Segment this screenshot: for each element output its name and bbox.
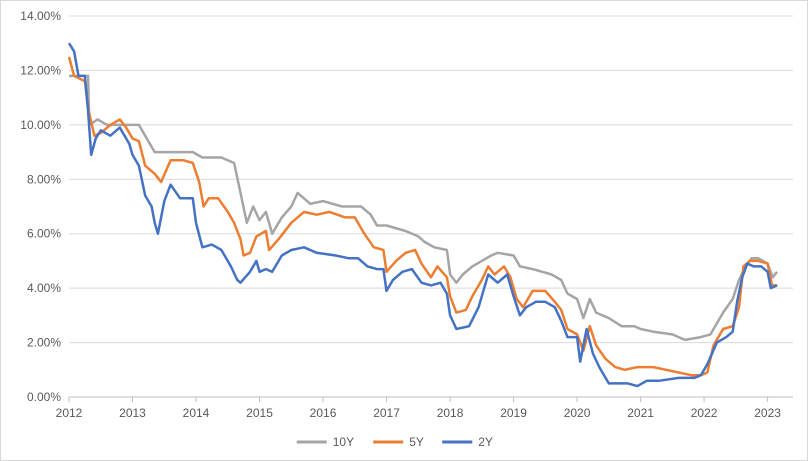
legend-label-10y: 10Y [333, 435, 354, 449]
y-tick-label: 14.00% [20, 9, 61, 23]
y-tick-label: 12.00% [20, 63, 61, 77]
y-tick-label: 2.00% [27, 336, 61, 350]
x-tick-label: 2023 [754, 406, 781, 420]
x-tick-label: 2016 [310, 406, 337, 420]
x-tick-label: 2020 [564, 406, 591, 420]
legend-label-2y: 2Y [478, 435, 493, 449]
y-tick-label: 0.00% [27, 390, 61, 404]
x-tick-label: 2013 [119, 406, 146, 420]
series-line-5y [67, 56, 778, 377]
axes: 0.00% 2.00% 4.00% 6.00% 8.00% 10.00% 12.00% 14.… [20, 9, 793, 420]
x-tick-label: 2018 [437, 406, 464, 420]
x-tick-label: 2017 [373, 406, 400, 420]
x-tick-label: 2019 [500, 406, 527, 420]
x-tick-label: 2021 [627, 406, 654, 420]
series-line-10y [69, 74, 779, 342]
x-tick-label: 2012 [56, 406, 83, 420]
gridlines [69, 15, 793, 344]
x-tick-label: 2022 [691, 406, 718, 420]
x-tick-label: 2014 [183, 406, 210, 420]
legend: 10Y 5Y 2Y [296, 435, 493, 449]
series-line-2y [67, 42, 778, 388]
y-tick-label: 8.00% [27, 172, 61, 186]
y-tick-label: 10.00% [20, 118, 61, 132]
series-lines [67, 42, 779, 388]
y-tick-label: 4.00% [27, 281, 61, 295]
x-tick-label: 2015 [246, 406, 273, 420]
y-tick-label: 6.00% [27, 227, 61, 241]
legend-label-5y: 5Y [409, 435, 424, 449]
